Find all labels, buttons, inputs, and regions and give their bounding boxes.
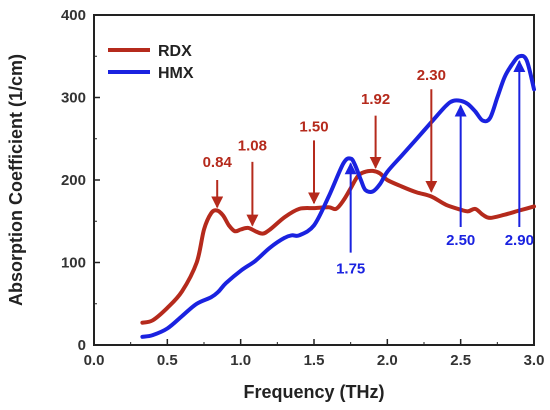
- annotation-label: 1.92: [361, 91, 390, 108]
- legend: RDX HMX: [108, 43, 194, 82]
- y-axis-label: Absorption Coefficient (1/cm): [6, 54, 26, 306]
- series-layer: [140, 53, 536, 339]
- annotation-label: 2.50: [446, 232, 475, 249]
- y-tick-label: 100: [61, 255, 86, 272]
- series-line-hmx: [140, 53, 536, 339]
- legend-label-hmx: HMX: [158, 65, 194, 82]
- annotation-label: 1.75: [336, 260, 365, 277]
- x-tick-label: 2.0: [377, 352, 398, 369]
- y-tick-label: 400: [61, 7, 86, 24]
- x-tick-label: 0.5: [157, 352, 178, 369]
- x-tick-label: 1.5: [304, 352, 325, 369]
- x-tick-label: 3.0: [524, 352, 545, 369]
- annotation-layer: 0.84 1.08 1.50 1.92 2.30 1.75 2.50 2.90: [203, 60, 534, 277]
- legend-label-rdx: RDX: [158, 43, 192, 60]
- annotation-label: 1.08: [238, 137, 267, 154]
- x-tick-label: 0.0: [84, 352, 105, 369]
- annotation-label: 2.90: [505, 232, 534, 249]
- y-tick-label: 200: [61, 172, 86, 189]
- y-tick-label: 0: [78, 337, 86, 354]
- annotation-label: 0.84: [203, 154, 233, 171]
- x-tick-label: 2.5: [450, 352, 471, 369]
- x-axis-label: Frequency (THz): [243, 382, 384, 402]
- annotation-label: 2.30: [417, 67, 446, 84]
- annotation-label: 1.50: [299, 118, 328, 135]
- axis-ticks: 0.0 0.5 1.0 1.5 2.0 2.5 3.0 0 100 200 300 400: [61, 7, 544, 369]
- y-tick-label: 300: [61, 90, 86, 107]
- series-line-rdx: [140, 168, 536, 325]
- x-tick-label: 1.0: [230, 352, 251, 369]
